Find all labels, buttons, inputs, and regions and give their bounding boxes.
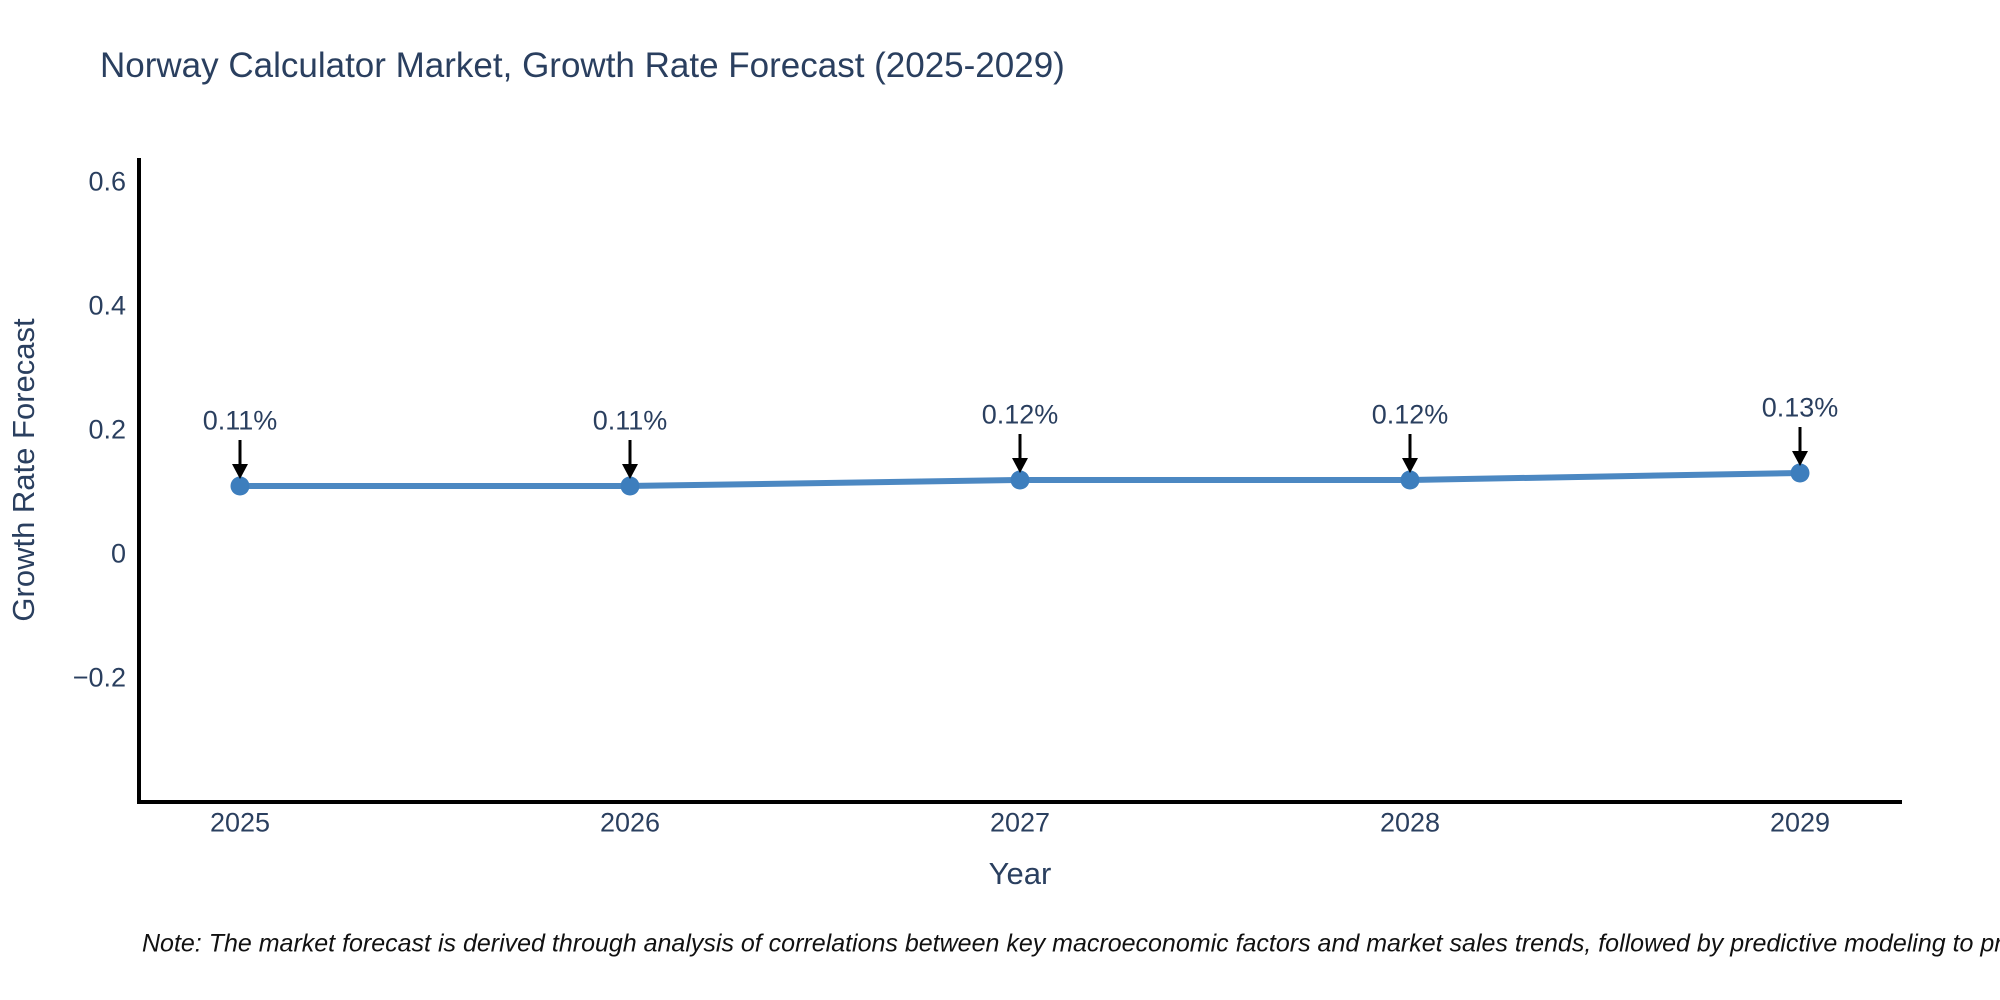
x-axis-title: Year — [988, 856, 1052, 891]
y-tick-0.4: 0.4 — [88, 290, 126, 321]
data-point-2027 — [1010, 470, 1030, 490]
annotation-arrow-2027 — [1012, 434, 1028, 473]
point-label-2025: 0.11% — [202, 405, 278, 436]
chart-footnote: Note: The market forecast is derived thr… — [142, 929, 2000, 958]
x-tick-2028: 2028 — [1379, 807, 1441, 838]
data-point-2026 — [620, 476, 640, 496]
y-tick-0: 0 — [110, 538, 126, 569]
annotation-arrow-2025 — [232, 440, 248, 479]
annotation-arrow-2026 — [622, 440, 638, 479]
data-point-2028 — [1400, 470, 1420, 490]
y-tick-0.2: 0.2 — [88, 414, 126, 445]
annotation-arrow-2029 — [1792, 427, 1808, 466]
data-point-2025 — [230, 476, 250, 496]
x-tick-2026: 2026 — [599, 807, 661, 838]
x-tick-2025: 2025 — [209, 807, 271, 838]
chart-title: Norway Calculator Market, Growth Rate Fo… — [100, 46, 1065, 85]
y-axis-title: Growth Rate Forecast — [6, 318, 41, 622]
point-label-2026: 0.11% — [592, 405, 668, 436]
y-tick-0.6: 0.6 — [88, 166, 126, 197]
point-label-2029: 0.13% — [1761, 392, 1839, 423]
y-tick-neg0.2: −0.2 — [72, 662, 126, 693]
point-label-2027: 0.12% — [981, 399, 1059, 430]
point-label-2028: 0.12% — [1371, 399, 1449, 430]
data-point-2029 — [1790, 463, 1810, 483]
annotation-arrow-2028 — [1402, 434, 1418, 473]
x-tick-2027: 2027 — [989, 807, 1051, 838]
x-tick-2029: 2029 — [1769, 807, 1831, 838]
